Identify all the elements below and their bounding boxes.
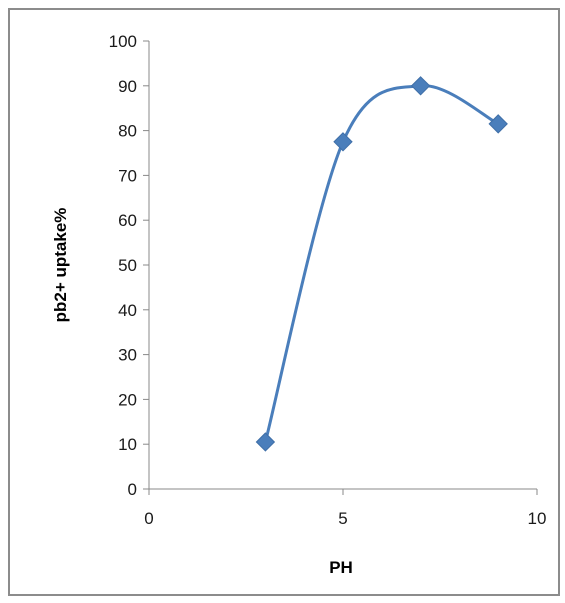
data-point-marker xyxy=(488,114,508,134)
y-tick-label: 60 xyxy=(118,211,137,230)
y-ticks: 0 10 20 30 40 50 60 70 80 90 100 xyxy=(109,32,149,499)
data-point-marker xyxy=(410,76,431,96)
chart-frame xyxy=(8,8,560,596)
axes xyxy=(148,41,537,490)
y-tick-label: 0 xyxy=(128,480,137,499)
y-axis-title: pb2+ uptake% xyxy=(51,208,70,323)
y-tick-label: 100 xyxy=(109,32,137,51)
x-axis-title: PH xyxy=(329,558,353,577)
y-tick-label: 70 xyxy=(118,166,137,185)
series-layer xyxy=(255,76,508,452)
y-tick-label: 90 xyxy=(118,77,137,96)
x-tick-label: 10 xyxy=(528,509,547,528)
y-tick-label: 20 xyxy=(118,390,137,409)
y-tick-label: 80 xyxy=(118,122,137,141)
y-tick-label: 50 xyxy=(118,256,137,275)
x-tick-label: 0 xyxy=(144,509,153,528)
y-tick-label: 40 xyxy=(118,301,137,320)
y-tick-label: 30 xyxy=(118,346,137,365)
data-point-marker xyxy=(333,132,353,152)
series-line xyxy=(263,84,500,444)
data-point-marker xyxy=(255,432,276,452)
y-tick-label: 10 xyxy=(118,435,137,454)
x-tick-label: 5 xyxy=(338,509,347,528)
x-ticks: 0 5 10 xyxy=(144,489,546,528)
